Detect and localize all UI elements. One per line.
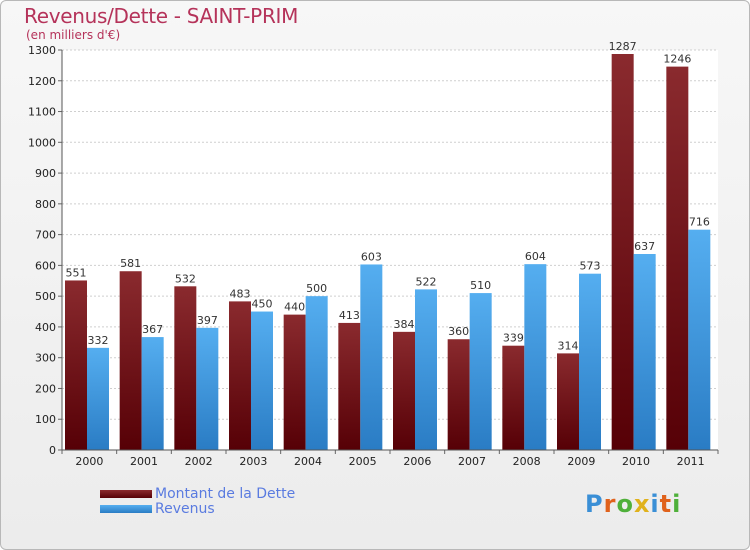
x-tick-label: 2011	[677, 455, 705, 468]
x-tick-label: 2004	[294, 455, 322, 468]
legend-item-debt: Montant de la Dette	[100, 485, 296, 502]
y-tick-label: 800	[35, 198, 56, 211]
x-tick-label: 2010	[622, 455, 650, 468]
legend-swatch-revenue	[100, 504, 152, 513]
data-label-revenue: 603	[361, 250, 382, 263]
data-label-revenue: 367	[142, 323, 163, 336]
bar-revenue	[251, 311, 273, 450]
data-label-revenue: 716	[689, 216, 710, 229]
bar-revenue	[87, 347, 109, 450]
logo-letter: i	[650, 490, 660, 518]
logo-letter: o	[616, 490, 634, 518]
chart-subtitle: (en milliers d'€)	[26, 28, 121, 42]
bar-debt	[393, 331, 415, 450]
legend-item-revenue: Revenus	[100, 500, 295, 517]
data-label-debt: 413	[339, 309, 360, 322]
data-label-revenue: 637	[634, 240, 655, 253]
bar-revenue	[305, 296, 328, 450]
chart-title: Revenus/Dette - SAINT-PRIM	[24, 4, 299, 28]
bar-debt	[65, 280, 87, 450]
data-label-revenue: 500	[306, 282, 327, 295]
logo-letter: P	[585, 490, 604, 518]
y-tick-label: 1000	[28, 136, 56, 149]
x-tick-label: 2001	[130, 455, 158, 468]
legend-label-revenue: Revenus	[155, 500, 215, 517]
y-tick-label: 1300	[28, 44, 56, 57]
x-tick-label: 2009	[567, 455, 595, 468]
bar-debt	[174, 286, 197, 450]
bar-revenue	[469, 293, 492, 450]
bar-debt	[119, 271, 142, 450]
y-tick-label: 300	[35, 352, 56, 365]
data-label-revenue: 573	[580, 260, 601, 273]
x-tick-label: 2008	[513, 455, 541, 468]
y-axis: 0 100 200 300 400 500 600 700 800 900 1000 1100 1200…	[28, 44, 63, 457]
data-label-revenue: 397	[197, 314, 218, 327]
logo-letter: x	[633, 490, 651, 518]
data-label-debt: 483	[230, 287, 251, 300]
bar-revenue	[360, 264, 383, 450]
data-label-debt: 360	[448, 325, 469, 338]
plot-area	[62, 50, 718, 450]
y-tick-label: 0	[49, 444, 56, 457]
legend-swatch-debt	[100, 489, 152, 498]
data-label-revenue: 510	[470, 279, 491, 292]
data-label-debt: 1287	[609, 40, 637, 53]
data-label-debt: 532	[175, 272, 196, 285]
y-tick-label: 500	[35, 290, 56, 303]
bar-debt	[666, 66, 689, 450]
data-label-debt: 581	[120, 257, 141, 270]
y-tick-label: 700	[35, 229, 56, 242]
bar-revenue	[579, 273, 601, 450]
bar-revenue	[196, 327, 219, 450]
x-tick-label: 2007	[458, 455, 486, 468]
logo-letter: t	[659, 490, 673, 518]
logo-letter: r	[603, 490, 617, 518]
bar-revenue	[141, 337, 164, 450]
y-tick-label: 400	[35, 321, 56, 334]
data-label-debt: 314	[558, 339, 579, 352]
y-tick-label: 900	[35, 167, 56, 180]
bar-debt	[502, 345, 525, 450]
data-label-debt: 1246	[663, 53, 691, 66]
data-label-debt: 384	[394, 318, 415, 331]
bar-debt	[611, 54, 634, 450]
y-tick-label: 600	[35, 259, 56, 272]
data-label-revenue: 332	[88, 334, 109, 347]
bar-debt	[338, 322, 361, 450]
x-tick-label: 2002	[185, 455, 213, 468]
data-label-revenue: 450	[252, 298, 273, 311]
data-label-debt: 440	[284, 301, 305, 314]
proxiti-logo: Proxiti	[585, 490, 681, 518]
x-tick-label: 2000	[75, 455, 103, 468]
x-tick-label: 2003	[239, 455, 267, 468]
y-tick-label: 100	[35, 413, 56, 426]
data-label-debt: 339	[503, 332, 524, 345]
data-label-revenue: 604	[525, 250, 546, 263]
bar-debt	[229, 301, 251, 450]
data-label-debt: 551	[66, 266, 87, 279]
y-tick-label: 1100	[28, 106, 56, 119]
y-tick-label: 200	[35, 382, 56, 395]
bar-revenue	[415, 289, 437, 450]
bar-debt	[557, 353, 579, 450]
x-tick-label: 2006	[403, 455, 431, 468]
y-tick-label: 1200	[28, 75, 56, 88]
data-label-revenue: 522	[416, 275, 437, 288]
legend-label-debt: Montant de la Dette	[155, 485, 296, 502]
logo-letter: i	[672, 490, 682, 518]
legend: Montant de la Dette Revenus	[100, 485, 296, 517]
x-tick-label: 2005	[349, 455, 377, 468]
bar-revenue	[633, 254, 656, 450]
bar-revenue	[688, 229, 711, 450]
bar-debt	[447, 339, 470, 450]
x-axis: 2000 2001 2002 2003 2004 2005 2006 2007 2008 2009…	[61, 449, 719, 468]
bar-revenue	[524, 264, 547, 450]
bar-debt	[283, 314, 306, 450]
